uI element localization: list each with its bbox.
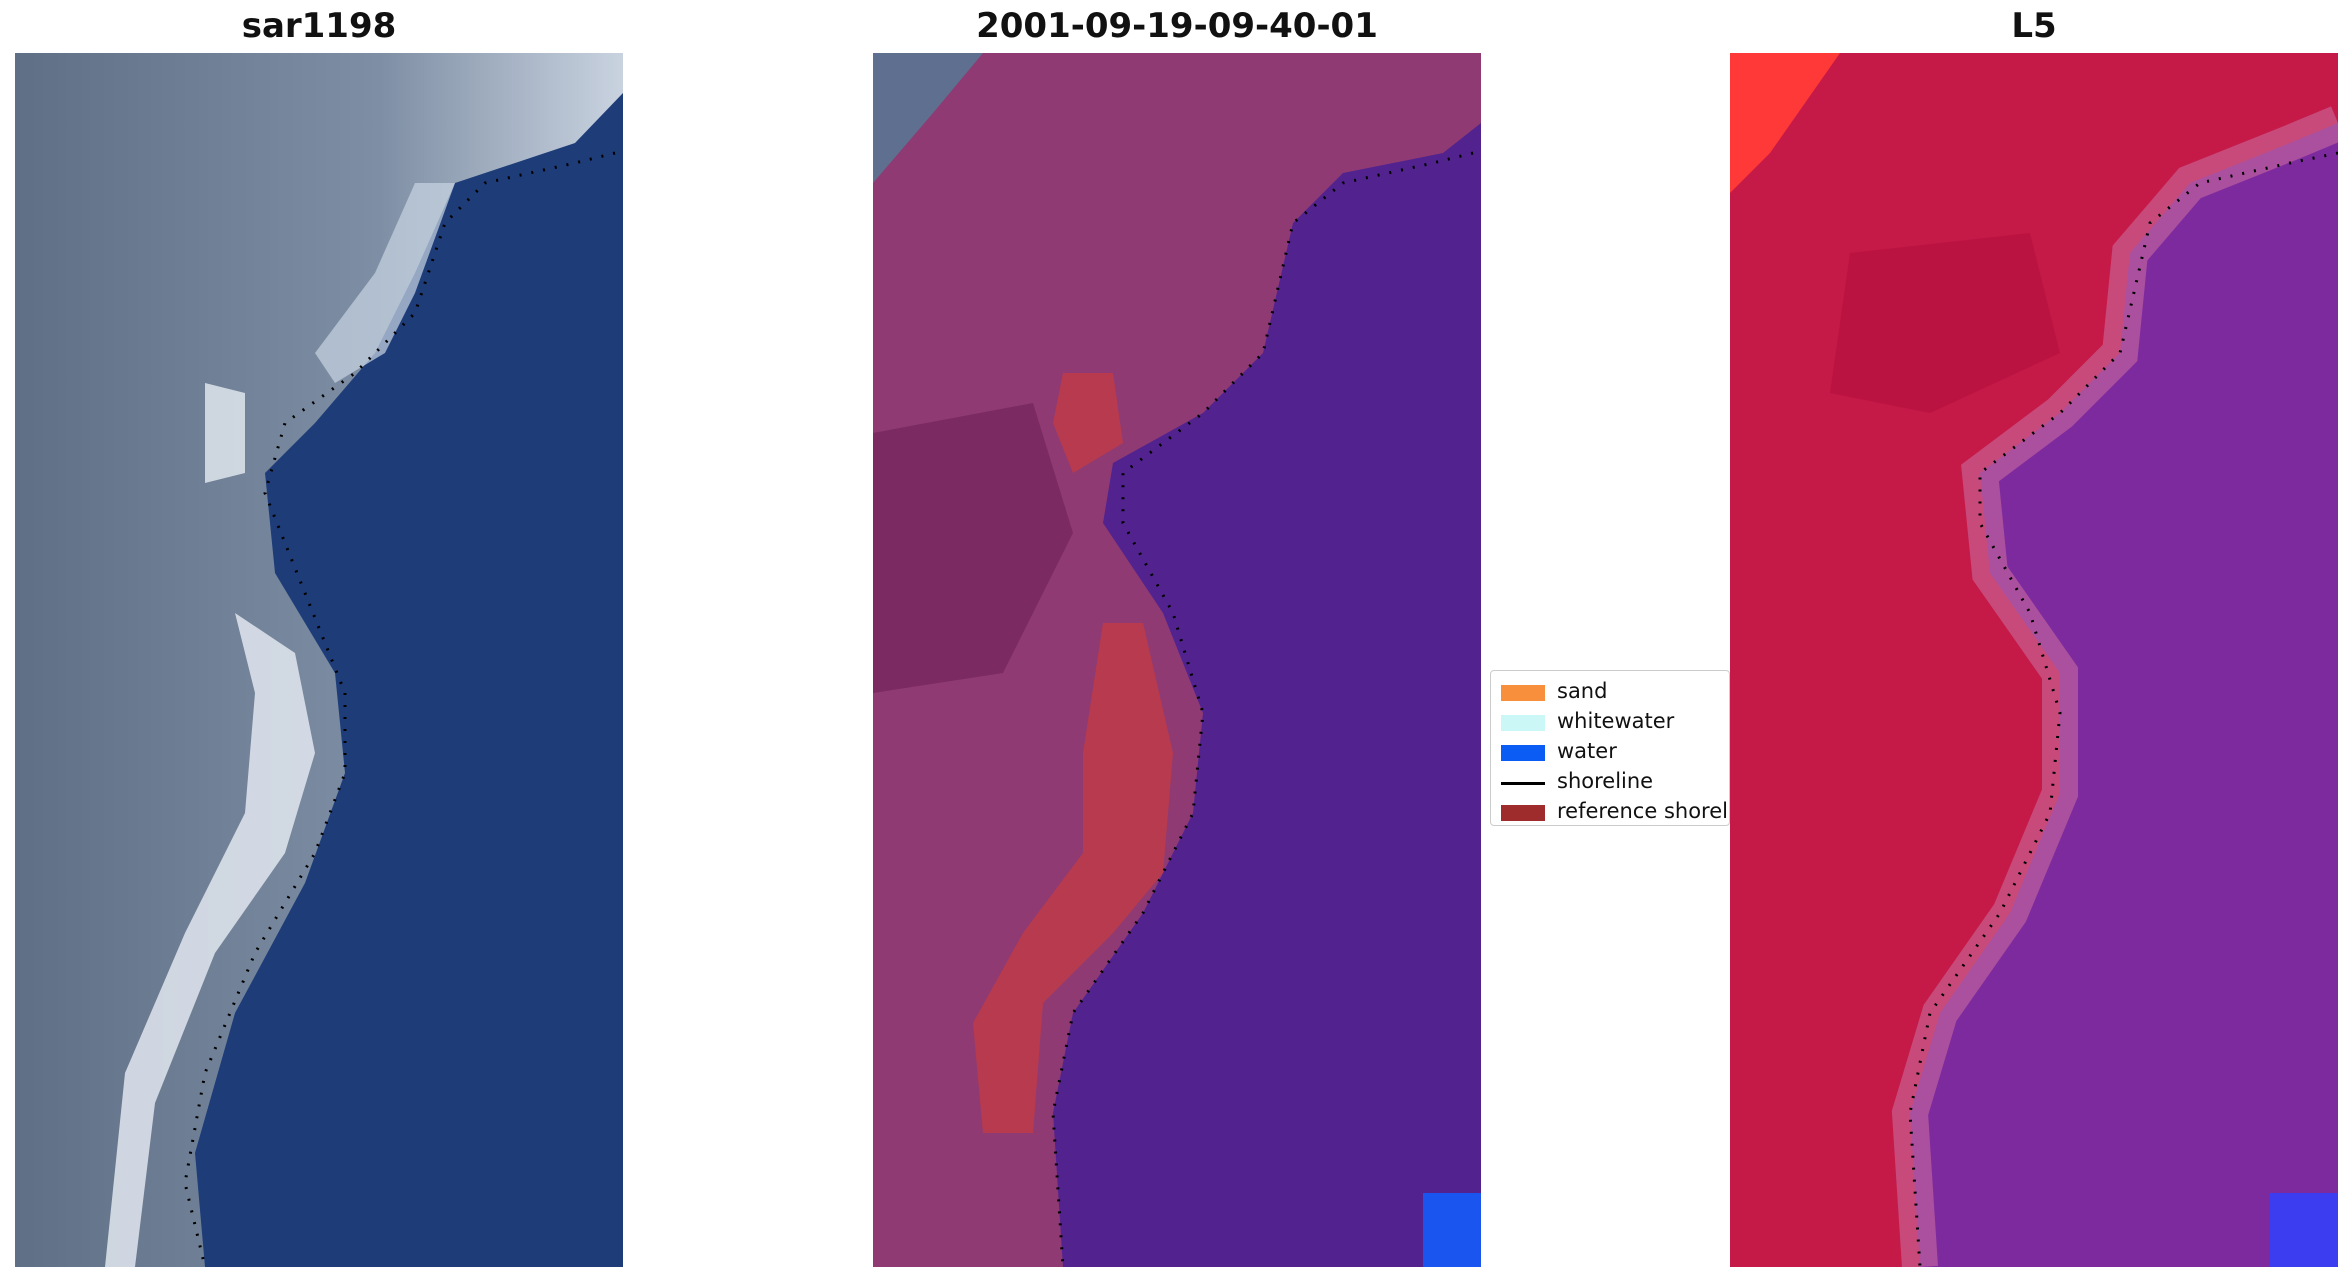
legend-label-water: water	[1557, 739, 1617, 763]
panel-l5	[1730, 53, 2338, 1267]
legend-swatch-whitewater	[1501, 715, 1545, 731]
sar-image	[15, 53, 623, 1267]
legend-swatch-shoreline	[1501, 782, 1545, 785]
legend-item-shoreline: shoreline	[1491, 767, 1729, 797]
legend-label-shoreline: shoreline	[1557, 769, 1654, 793]
legend-swatch-water	[1501, 745, 1545, 761]
legend-item-whitewater: whitewater	[1491, 707, 1729, 737]
l5-image	[1730, 53, 2338, 1267]
legend-label-sand: sand	[1557, 679, 1608, 703]
panel-title-sar: sar1198	[241, 6, 397, 46]
panel-title-classification: 2001-09-19-09-40-01	[976, 6, 1378, 46]
legend-item-reference-shoreline: reference shoreline	[1491, 797, 1729, 825]
legend-swatch-sand	[1501, 685, 1545, 701]
classification-image	[873, 53, 1481, 1267]
legend-label-whitewater: whitewater	[1557, 709, 1675, 733]
legend-label-reference-shoreline: reference shoreline	[1557, 799, 1729, 823]
legend: sand whitewater water shoreline referenc…	[1490, 670, 1730, 826]
legend-item-water: water	[1491, 737, 1729, 767]
panel-title-l5: L5	[2011, 6, 2057, 46]
legend-item-sand: sand	[1491, 677, 1729, 707]
legend-swatch-reference-shoreline	[1501, 805, 1545, 821]
panel-classification	[873, 53, 1481, 1267]
panel-sar-image	[15, 53, 623, 1267]
